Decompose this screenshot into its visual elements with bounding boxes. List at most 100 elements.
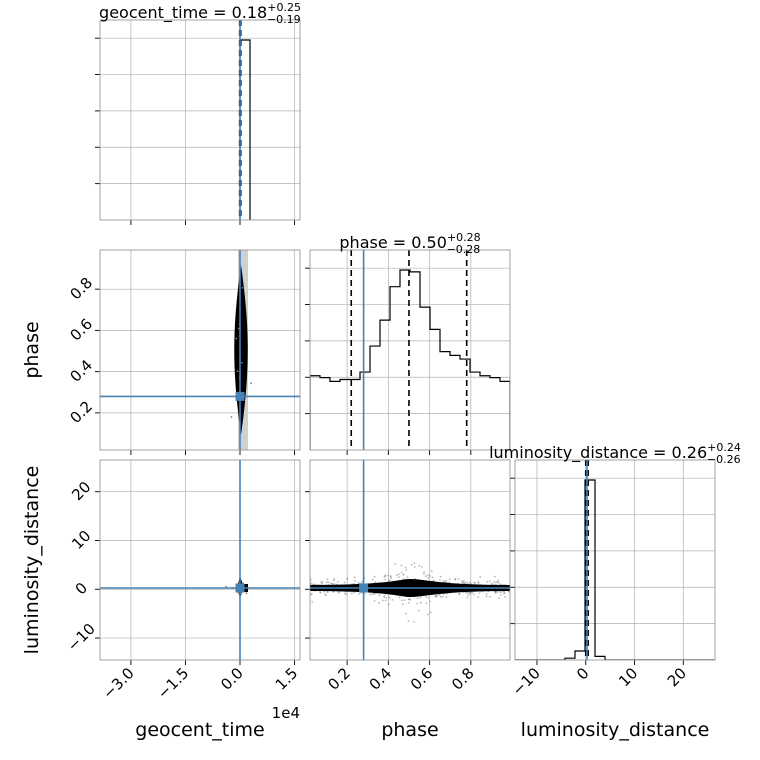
sample-point — [478, 592, 481, 595]
sample-point — [444, 580, 447, 583]
sample-point — [320, 582, 323, 585]
sample-point — [490, 583, 493, 585]
sample-point — [429, 611, 432, 614]
sample-point — [473, 581, 475, 584]
title-geocent_time: geocent_time = 0.18+0.25 −0.19 — [99, 1, 301, 26]
x-tick-label: −10 — [509, 664, 544, 699]
sample-point — [499, 591, 502, 594]
truth-marker — [359, 583, 369, 593]
sample-point — [400, 571, 403, 574]
sample-point — [235, 337, 238, 340]
sample-point — [373, 599, 376, 602]
sample-point — [431, 576, 434, 579]
sample-point — [353, 576, 356, 579]
sample-point — [236, 370, 239, 373]
sample-point — [477, 582, 480, 584]
sample-point — [466, 596, 469, 599]
sample-point — [311, 600, 314, 603]
sample-point — [401, 603, 404, 606]
sample-point — [499, 594, 502, 596]
sample-point — [494, 591, 497, 593]
sample-point — [402, 578, 405, 580]
sample-point — [325, 594, 327, 597]
sample-point — [423, 573, 425, 575]
sample-point — [469, 593, 471, 595]
panel-luminosity_distance-luminosity_distance: −10 0 10 20 luminosity_distance = 0.26+0.24−… — [489, 441, 741, 699]
x-tick-label: 0 — [573, 664, 592, 683]
sample-point — [497, 579, 500, 582]
x-tick-label: −1.5 — [154, 664, 192, 702]
y-tick-label: 10 — [68, 527, 94, 553]
sample-point — [373, 575, 376, 578]
sample-point — [413, 566, 416, 568]
sample-point — [358, 593, 360, 595]
sample-point — [323, 590, 325, 593]
sample-point — [486, 580, 488, 583]
sample-point — [374, 581, 377, 583]
sample-point — [381, 599, 384, 602]
sample-point — [427, 574, 429, 577]
axes-frame — [99, 459, 301, 661]
sample-point — [442, 580, 445, 582]
axes-frame — [99, 19, 301, 221]
sample-point — [462, 579, 465, 582]
sample-point — [501, 590, 504, 593]
sample-point — [245, 592, 248, 595]
sample-point — [241, 286, 244, 289]
sample-point — [394, 562, 397, 565]
axes-frame — [99, 249, 301, 451]
sample-point — [371, 593, 374, 596]
sample-point — [401, 599, 403, 602]
x-axis-label-phase: phase — [381, 719, 438, 741]
sample-point — [413, 562, 416, 564]
sample-point — [497, 580, 499, 583]
sample-point — [504, 596, 507, 598]
sample-point — [326, 590, 328, 593]
y-axis-label-luminosity_distance: luminosity_distance — [21, 466, 43, 655]
sample-point — [230, 416, 233, 418]
x-axis-label-luminosity_distance: luminosity_distance — [521, 719, 710, 741]
y-tick-label: 0.4 — [66, 356, 96, 386]
sample-point — [391, 598, 394, 601]
sample-point — [332, 590, 335, 593]
sample-point — [429, 575, 431, 577]
sample-point — [458, 592, 461, 595]
sample-point — [310, 593, 313, 595]
sample-point — [494, 575, 496, 578]
sample-point — [404, 612, 407, 615]
sample-point — [321, 581, 324, 583]
sample-point — [250, 382, 253, 385]
sample-point — [241, 361, 243, 364]
sample-point — [416, 597, 419, 600]
sample-point — [465, 581, 468, 584]
sample-point — [493, 581, 496, 583]
x-tick-label: 0.4 — [366, 664, 396, 694]
x-tick-label: 0.6 — [407, 664, 437, 694]
sample-point — [346, 577, 349, 580]
sample-point — [312, 583, 315, 586]
sample-point — [432, 579, 435, 582]
sample-point — [468, 581, 471, 584]
sample-point — [326, 578, 329, 581]
sample-point — [488, 580, 491, 583]
y-tick-label: 0 — [72, 579, 91, 598]
sample-point — [354, 580, 356, 583]
sample-point — [396, 574, 398, 577]
sample-point — [439, 596, 442, 598]
y-tick-label: 0.8 — [66, 274, 96, 304]
sample-point — [466, 582, 469, 585]
sample-point — [403, 599, 406, 602]
sample-point — [477, 596, 479, 599]
sample-point — [508, 590, 510, 593]
sample-point — [225, 585, 227, 588]
axes-frame — [309, 249, 511, 451]
sample-point — [496, 591, 499, 593]
sample-point — [417, 609, 420, 612]
sample-point — [345, 593, 347, 596]
y-axis-label-phase: phase — [21, 321, 43, 378]
y-tick-label: −10 — [64, 620, 99, 655]
sample-point — [327, 581, 330, 584]
sample-point — [425, 602, 428, 605]
sample-point — [332, 579, 335, 582]
